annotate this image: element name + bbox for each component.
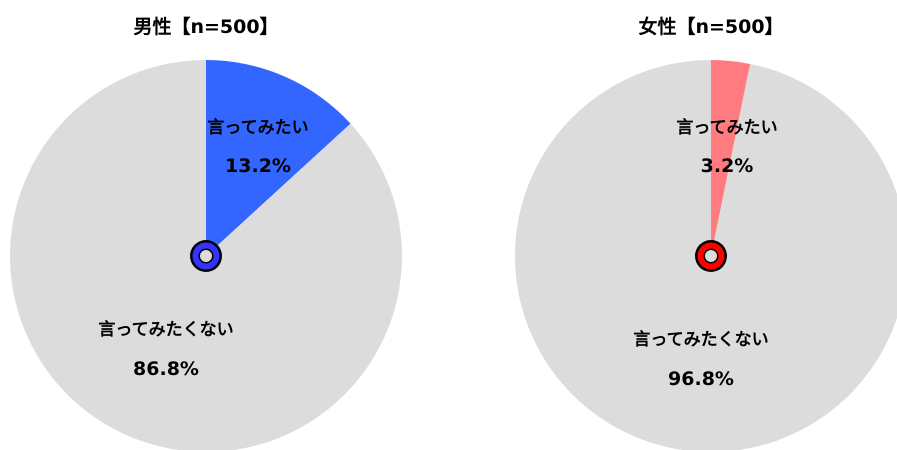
female-slice-label-want: 言ってみたい <box>676 117 777 138</box>
male-chart-title: 男性【n=500】 <box>133 15 278 38</box>
female-pie-chart: 女性【n=500】 言ってみたい 3.2% 言ってみたくない 96.8% <box>515 15 897 450</box>
male-center-ring <box>190 240 222 272</box>
female-slice-value-not-want: 96.8% <box>668 368 734 390</box>
male-slice-value-not-want: 86.8% <box>133 358 199 380</box>
female-slice-value-want: 3.2% <box>701 155 754 177</box>
female-chart-title: 女性【n=500】 <box>638 15 783 38</box>
male-slice-not-want <box>10 60 402 450</box>
male-ring-hole <box>200 250 212 262</box>
male-slice-want <box>206 60 351 256</box>
male-slice-value-want: 13.2% <box>225 155 291 177</box>
female-ring-hole <box>705 250 717 262</box>
female-slice-label-not-want: 言ってみたくない <box>633 329 768 350</box>
male-pie-chart: 男性【n=500】 言ってみたい 13.2% 言ってみたくない 86.8% <box>10 15 402 450</box>
male-slice-label-want: 言ってみたい <box>207 117 308 138</box>
male-slice-label-not-want: 言ってみたくない <box>98 319 233 340</box>
female-center-ring <box>695 240 727 272</box>
female-slice-want <box>711 60 751 256</box>
male-pie-slices <box>10 60 402 450</box>
